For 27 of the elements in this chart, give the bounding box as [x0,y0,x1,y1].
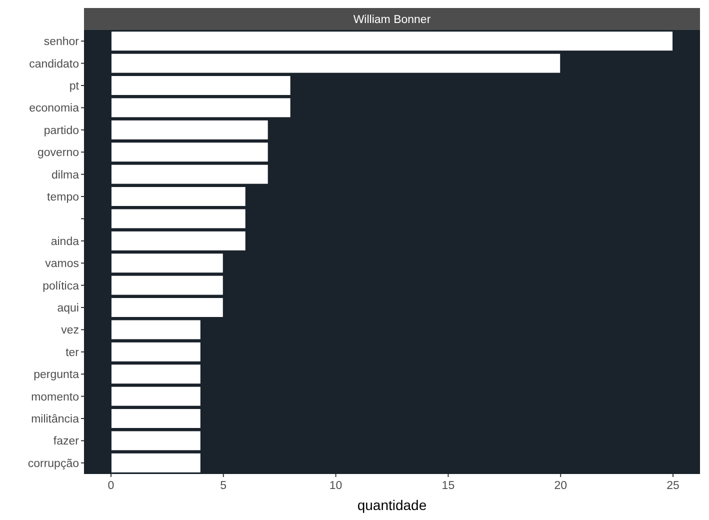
x-tick-label: 25 [666,480,680,492]
chart-title: William Bonner [353,14,431,26]
y-tick-label: partido [44,124,79,137]
y-tick-label: corrupção [28,458,79,470]
x-tick-label: 5 [220,480,227,492]
y-tick-label: senhor [44,36,80,48]
y-tick-label: dilma [52,169,80,182]
x-tick-label: 20 [554,480,568,492]
y-tick-label: pt [69,80,80,93]
y-tick-label: ter [66,346,80,359]
y-tick-label: vez [61,324,80,337]
y-tick-label: fazer [53,436,80,448]
y-tick-label: ainda [50,236,80,248]
y-tick-label: vamos [45,258,80,270]
y-tick-label: candidato [29,58,79,70]
y-tick-label: economia [29,102,80,115]
x-tick-label: 15 [442,480,455,492]
y-tick-label: aqui [57,302,79,315]
y-tick-label: militância [31,414,80,426]
x-axis-title: quantidade [357,497,427,513]
y-tick-label: pergunta [34,369,80,382]
y-tick-label: política [42,280,80,292]
y-tick-label: governo [37,147,79,160]
x-tick-label: 0 [108,480,114,492]
x-tick-label: 10 [329,480,342,492]
y-tick-label: momento [31,391,79,404]
y-tick-label: tempo [47,192,79,204]
